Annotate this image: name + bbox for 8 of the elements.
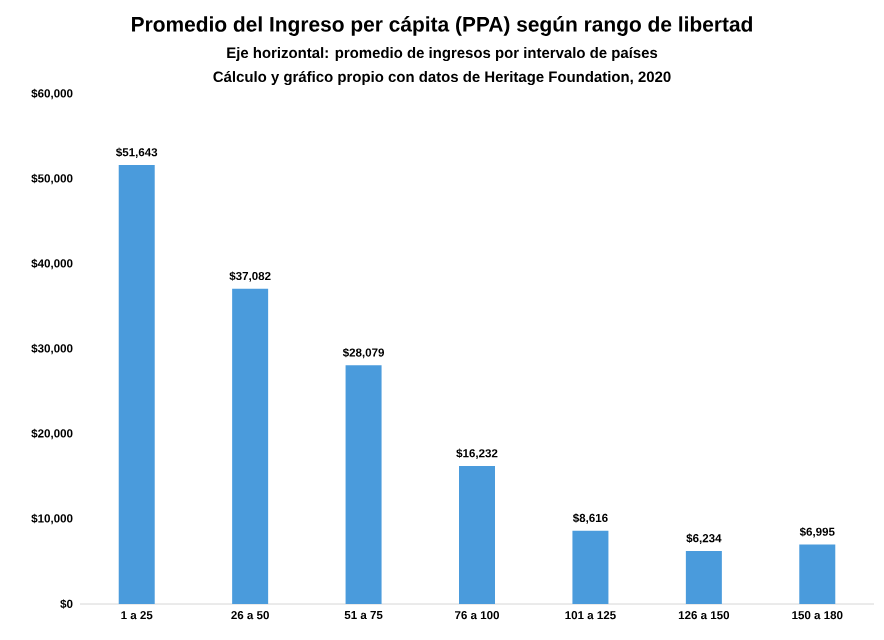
bar [572,530,609,604]
bar [685,551,722,604]
chart-title: Promedio del Ingreso per cápita (PPA) según rango de libertad [132,16,752,36]
bar [459,466,495,604]
bar [345,365,382,604]
bar [118,165,155,604]
bar [799,544,836,604]
bar [232,288,269,604]
